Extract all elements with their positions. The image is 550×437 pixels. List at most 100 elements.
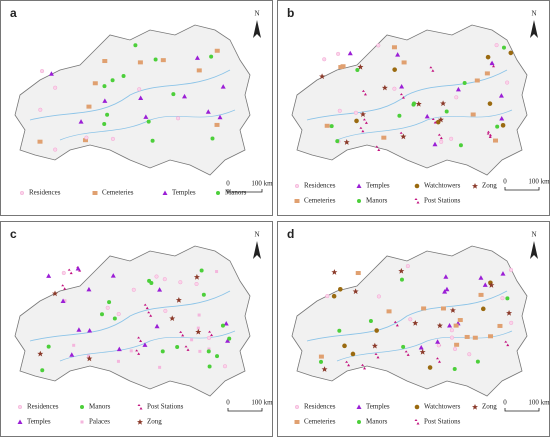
scale-label: 0 — [226, 180, 230, 188]
manor-symbol — [220, 323, 225, 328]
north-arrow — [253, 241, 261, 259]
palace-symbol — [215, 270, 219, 274]
zong-symbol — [352, 288, 359, 295]
legend-label: Manors — [366, 418, 388, 426]
manor-symbol — [444, 109, 449, 114]
residence-symbol — [449, 335, 455, 340]
temple-symbol — [478, 275, 484, 280]
scale-label: 0 — [503, 399, 507, 407]
temple-symbol — [48, 71, 54, 76]
cemetery-symbol — [474, 78, 480, 83]
post-station-symbol — [374, 352, 380, 359]
residence-symbol — [436, 343, 441, 348]
watchtower-symbol — [485, 54, 491, 60]
palace-symbol — [207, 347, 211, 351]
post-station-symbol — [375, 145, 381, 151]
residence-symbol — [39, 69, 45, 74]
residence-symbol — [207, 335, 212, 340]
manor-symbol — [227, 336, 232, 341]
temple-symbol — [482, 282, 488, 287]
manor-symbol — [411, 102, 416, 107]
residence-symbol — [505, 80, 510, 85]
cemetery-symbol — [214, 122, 220, 127]
zong-symbol — [195, 328, 202, 335]
temple-symbol — [220, 84, 226, 89]
zong-symbol — [506, 310, 513, 316]
river — [59, 330, 236, 362]
manor-symbol — [215, 354, 220, 359]
scale-bar — [227, 189, 263, 193]
post-station-symbol — [143, 303, 149, 310]
temple-symbol — [442, 289, 448, 294]
post-station-symbol — [393, 320, 399, 327]
temple-symbol — [499, 115, 505, 121]
scale-bar — [504, 187, 540, 191]
temple-symbol — [60, 298, 66, 304]
scale-label: 100 km — [251, 180, 273, 188]
temple-symbol — [154, 323, 160, 329]
palace-symbol — [196, 326, 200, 330]
zong-symbol — [343, 139, 350, 145]
cemetery-symbol — [92, 191, 98, 195]
post-station-symbol — [399, 93, 405, 99]
panel-label: a — [10, 6, 17, 20]
manor-symbol — [171, 92, 176, 97]
manor-symbol — [319, 359, 324, 364]
zong-symbol — [412, 320, 419, 326]
manor-symbol — [40, 368, 45, 373]
post-station-symbol — [61, 284, 67, 290]
legend-label: Residences — [29, 189, 61, 197]
residence-symbol — [137, 87, 142, 92]
cemetery-symbol — [338, 65, 344, 70]
residence-symbol — [19, 190, 25, 196]
temple-symbol — [455, 86, 461, 92]
zong-symbol — [137, 419, 143, 425]
temple-symbol — [424, 113, 430, 119]
palace-symbol — [197, 313, 201, 317]
north-label: N — [531, 10, 536, 18]
temple-symbol — [443, 274, 449, 279]
residence-symbol — [178, 280, 183, 285]
zong-symbol — [415, 100, 422, 107]
cemetery-symbol — [294, 420, 300, 424]
manor-symbol — [216, 191, 220, 195]
legend-label: Manors — [366, 197, 388, 205]
cemetery-symbol — [472, 335, 478, 340]
residence-symbol — [509, 320, 514, 325]
manor-symbol — [207, 364, 212, 369]
temple-symbol — [194, 55, 200, 60]
manor-symbol — [368, 318, 373, 323]
cemetery-symbol — [137, 60, 143, 65]
temple-symbol — [223, 321, 229, 326]
manor-symbol — [102, 84, 107, 89]
temple-symbol — [399, 83, 405, 89]
manor-symbol — [210, 136, 215, 141]
zong-symbol — [440, 100, 447, 107]
post-station-symbol — [435, 357, 441, 363]
temple-symbol — [46, 273, 52, 278]
residence-symbol — [408, 317, 413, 322]
palace-symbol — [158, 365, 162, 369]
cemetery-symbol — [386, 309, 392, 314]
manor-symbol — [452, 366, 457, 371]
residence-symbol — [508, 267, 514, 272]
post-station-symbol — [362, 118, 368, 124]
legend-label: Post Stations — [147, 403, 184, 411]
cemetery-symbol — [440, 306, 446, 311]
zong-symbol — [400, 133, 407, 140]
manor-symbol — [458, 143, 463, 148]
residence-symbol — [53, 147, 58, 152]
cemetery-symbol — [453, 323, 459, 328]
manor-symbol — [495, 124, 500, 129]
residence-symbol — [61, 270, 66, 276]
post-station-symbol — [135, 349, 141, 355]
residence-symbol — [449, 328, 454, 333]
manor-symbol — [201, 292, 206, 297]
manor-symbol — [133, 43, 138, 48]
legend-label: Residences — [304, 182, 336, 190]
residence-symbol — [454, 95, 459, 100]
residence-symbol — [194, 281, 199, 287]
north-label: N — [254, 10, 259, 18]
residence-symbol — [325, 294, 330, 299]
